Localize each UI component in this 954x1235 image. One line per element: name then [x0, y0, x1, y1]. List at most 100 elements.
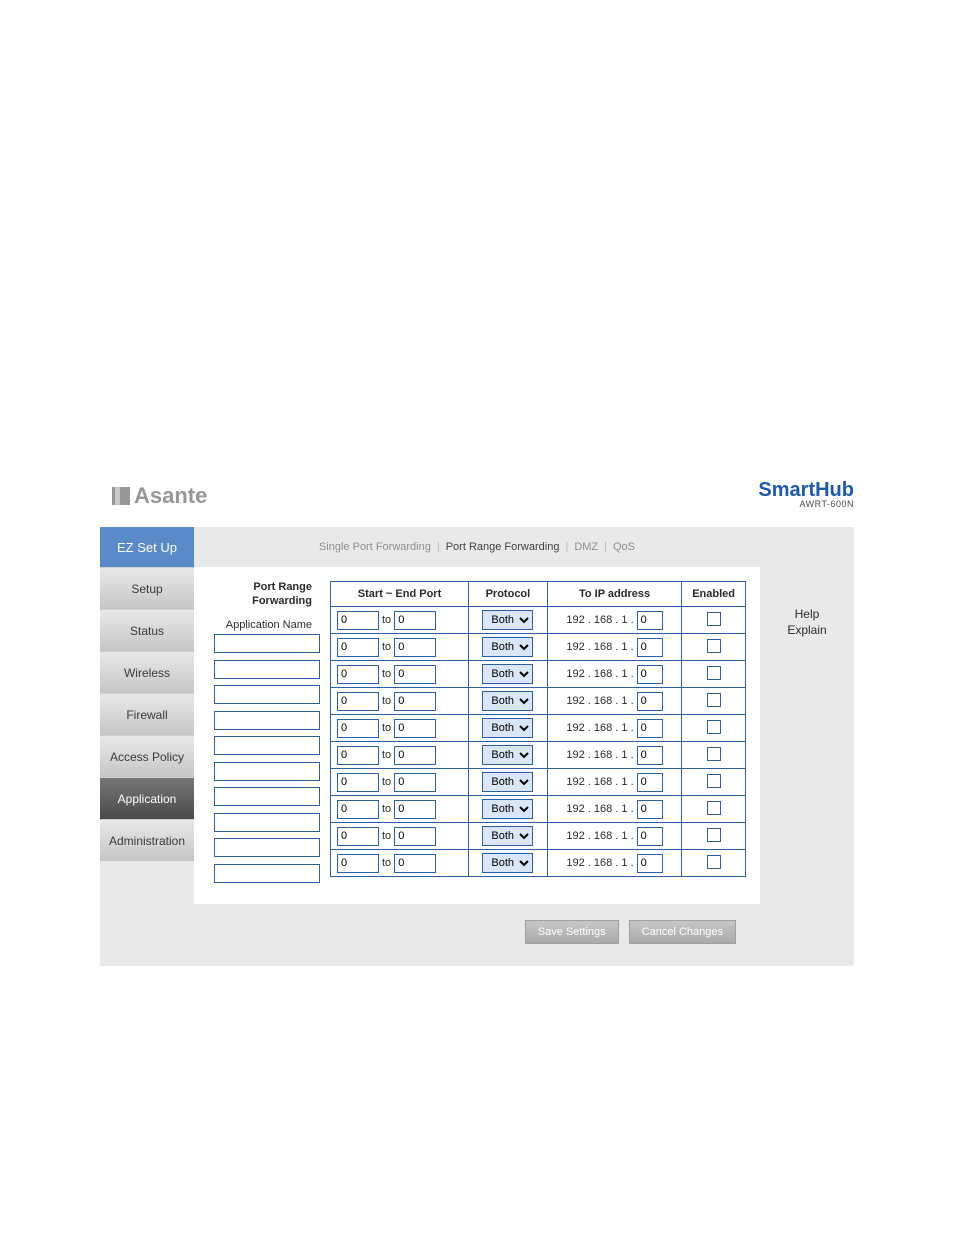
- ip-last-octet-input[interactable]: [637, 773, 663, 792]
- enabled-checkbox[interactable]: [707, 612, 721, 626]
- nav-item-administration[interactable]: Administration: [100, 819, 194, 861]
- cell-protocol: Both: [469, 688, 548, 715]
- cell-protocol: Both: [469, 607, 548, 634]
- enabled-checkbox[interactable]: [707, 720, 721, 734]
- end-port-input[interactable]: [394, 746, 436, 765]
- th-enabled: Enabled: [682, 582, 746, 607]
- application-name-input[interactable]: [214, 762, 320, 781]
- subnav: Single Port Forwarding | Port Range Forw…: [194, 527, 760, 567]
- enabled-checkbox[interactable]: [707, 666, 721, 680]
- ip-prefix: 192 . 168 . 1 .: [566, 803, 633, 815]
- nav-item-wireless[interactable]: Wireless: [100, 651, 194, 693]
- protocol-select[interactable]: Both: [482, 691, 533, 711]
- left-labels: Port Range Forwarding Application Name: [208, 581, 320, 886]
- end-port-input[interactable]: [394, 719, 436, 738]
- end-port-input[interactable]: [394, 773, 436, 792]
- start-port-input[interactable]: [337, 638, 379, 657]
- start-port-input[interactable]: [337, 611, 379, 630]
- ip-last-octet-input[interactable]: [637, 827, 663, 846]
- table-row: toBoth192 . 168 . 1 .: [331, 715, 746, 742]
- enabled-checkbox[interactable]: [707, 774, 721, 788]
- protocol-select[interactable]: Both: [482, 610, 533, 630]
- forwarding-grid: Start ~ End Port Protocol To IP address …: [330, 581, 746, 886]
- protocol-select[interactable]: Both: [482, 718, 533, 738]
- subnav-dmz[interactable]: DMZ: [574, 541, 598, 553]
- end-port-input[interactable]: [394, 665, 436, 684]
- sidebar: EZ Set Up SetupStatusWirelessFirewallAcc…: [100, 527, 194, 966]
- cell-enabled: [682, 715, 746, 742]
- protocol-select[interactable]: Both: [482, 853, 533, 873]
- nav-item-status[interactable]: Status: [100, 609, 194, 651]
- end-port-input[interactable]: [394, 827, 436, 846]
- cell-port-range: to: [331, 661, 469, 688]
- ip-last-octet-input[interactable]: [637, 800, 663, 819]
- application-name-input[interactable]: [214, 864, 320, 883]
- enabled-checkbox[interactable]: [707, 747, 721, 761]
- help-link[interactable]: Help Explain: [787, 607, 826, 638]
- cell-ip: 192 . 168 . 1 .: [547, 796, 681, 823]
- protocol-select[interactable]: Both: [482, 772, 533, 792]
- subnav-port-range-forwarding[interactable]: Port Range Forwarding: [446, 541, 560, 553]
- start-port-input[interactable]: [337, 800, 379, 819]
- application-name-input[interactable]: [214, 634, 320, 653]
- cell-protocol: Both: [469, 823, 548, 850]
- ip-last-octet-input[interactable]: [637, 665, 663, 684]
- start-port-input[interactable]: [337, 827, 379, 846]
- nav-item-application[interactable]: Application: [100, 777, 194, 819]
- main-column: Single Port Forwarding | Port Range Forw…: [194, 527, 760, 966]
- end-port-input[interactable]: [394, 854, 436, 873]
- enabled-checkbox[interactable]: [707, 639, 721, 653]
- application-name-input[interactable]: [214, 711, 320, 730]
- nav-item-access-policy[interactable]: Access Policy: [100, 735, 194, 777]
- application-name-input[interactable]: [214, 660, 320, 679]
- header: Asante SmartHub AWRT-600N: [0, 480, 954, 527]
- nav-ez-setup[interactable]: EZ Set Up: [100, 527, 194, 567]
- start-port-input[interactable]: [337, 665, 379, 684]
- enabled-checkbox[interactable]: [707, 855, 721, 869]
- application-name-input[interactable]: [214, 685, 320, 704]
- cell-ip: 192 . 168 . 1 .: [547, 769, 681, 796]
- protocol-select[interactable]: Both: [482, 745, 533, 765]
- cell-port-range: to: [331, 823, 469, 850]
- protocol-select[interactable]: Both: [482, 664, 533, 684]
- enabled-checkbox[interactable]: [707, 828, 721, 842]
- application-name-input[interactable]: [214, 838, 320, 857]
- ip-last-octet-input[interactable]: [637, 854, 663, 873]
- start-port-input[interactable]: [337, 773, 379, 792]
- help-column: Help Explain: [760, 527, 854, 966]
- end-port-input[interactable]: [394, 692, 436, 711]
- subnav-qos[interactable]: QoS: [613, 541, 635, 553]
- start-port-input[interactable]: [337, 746, 379, 765]
- application-name-input[interactable]: [214, 736, 320, 755]
- protocol-select[interactable]: Both: [482, 637, 533, 657]
- subnav-single-port-forwarding[interactable]: Single Port Forwarding: [319, 541, 431, 553]
- end-port-input[interactable]: [394, 611, 436, 630]
- subnav-separator: |: [437, 541, 440, 553]
- ip-last-octet-input[interactable]: [637, 611, 663, 630]
- start-port-input[interactable]: [337, 692, 379, 711]
- nav-item-firewall[interactable]: Firewall: [100, 693, 194, 735]
- ip-last-octet-input[interactable]: [637, 719, 663, 738]
- to-label: to: [379, 614, 394, 626]
- nav-item-setup[interactable]: Setup: [100, 567, 194, 609]
- start-port-input[interactable]: [337, 719, 379, 738]
- cancel-changes-button[interactable]: Cancel Changes: [629, 920, 736, 944]
- ip-last-octet-input[interactable]: [637, 746, 663, 765]
- enabled-checkbox[interactable]: [707, 693, 721, 707]
- end-port-input[interactable]: [394, 638, 436, 657]
- application-name-input[interactable]: [214, 813, 320, 832]
- subnav-separator: |: [565, 541, 568, 553]
- ip-last-octet-input[interactable]: [637, 638, 663, 657]
- save-settings-button[interactable]: Save Settings: [525, 920, 619, 944]
- end-port-input[interactable]: [394, 800, 436, 819]
- protocol-select[interactable]: Both: [482, 826, 533, 846]
- application-name-label: Application Name: [208, 609, 320, 631]
- ip-last-octet-input[interactable]: [637, 692, 663, 711]
- start-port-input[interactable]: [337, 854, 379, 873]
- enabled-checkbox[interactable]: [707, 801, 721, 815]
- section-title-line2: Forwarding: [252, 595, 312, 607]
- content-panel: Port Range Forwarding Application Name S…: [194, 567, 760, 904]
- application-name-input[interactable]: [214, 787, 320, 806]
- table-row: toBoth192 . 168 . 1 .: [331, 634, 746, 661]
- protocol-select[interactable]: Both: [482, 799, 533, 819]
